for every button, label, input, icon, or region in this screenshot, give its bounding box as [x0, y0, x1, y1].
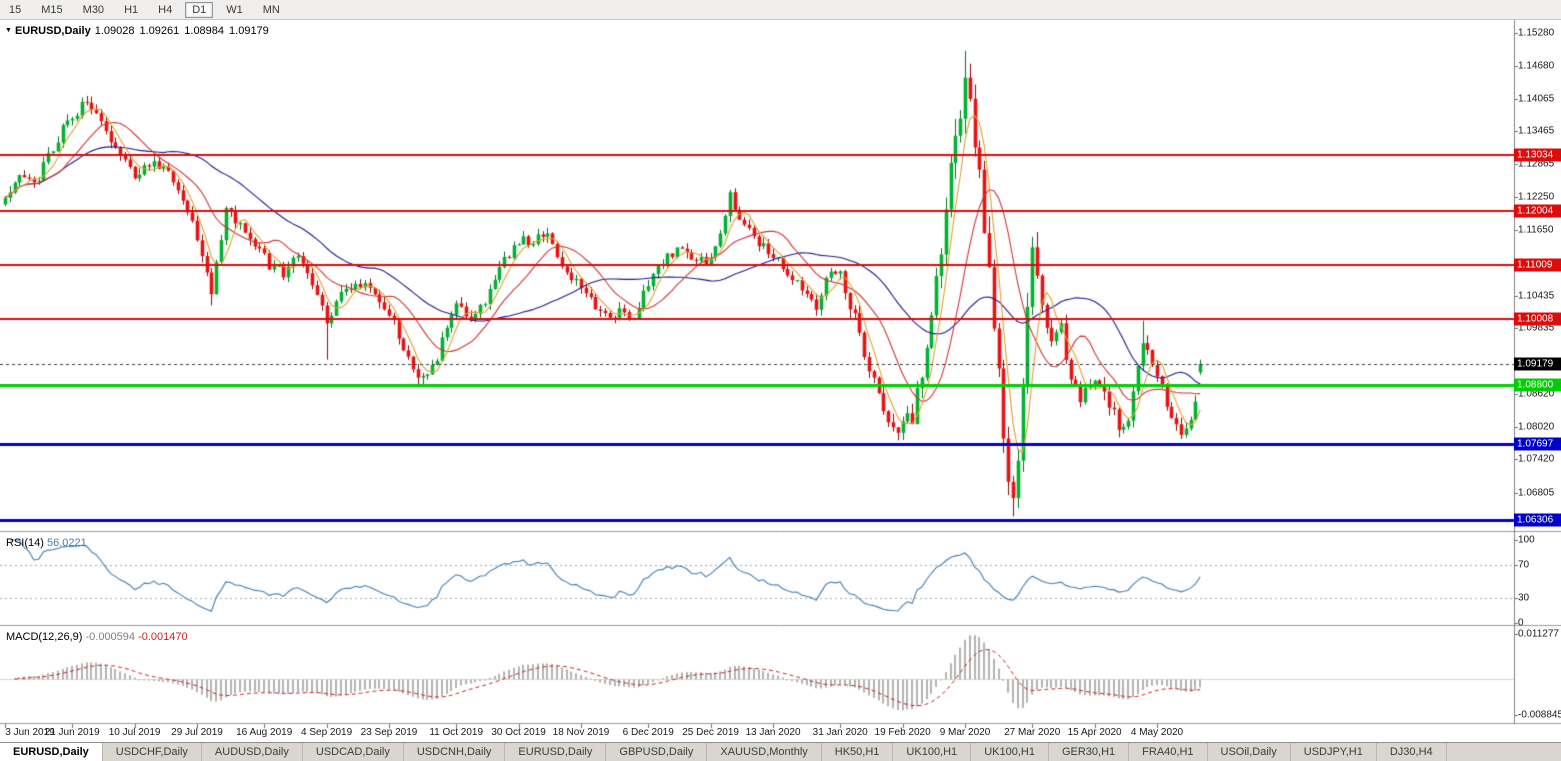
- ohlc-high: 1.09261: [139, 25, 180, 37]
- date-axis-label: 13 Jan 2020: [745, 727, 801, 738]
- date-axis-label: 30 Oct 2019: [491, 727, 546, 738]
- chart-menu-icon[interactable]: ▼: [5, 27, 12, 34]
- price-axis-label: 1.08620: [1518, 388, 1555, 400]
- price-axis-label: 1.12250: [1518, 191, 1555, 203]
- symbol-tab[interactable]: USDJPY,H1: [1291, 743, 1377, 761]
- rsi-axis-label: 0: [1518, 617, 1524, 629]
- macd-axis-label: 0.011277: [1518, 628, 1559, 640]
- date-axis-label: 29 Jul 2019: [171, 727, 223, 738]
- date-axis-label: 27 Mar 2020: [1004, 727, 1061, 738]
- date-axis-label: 21 Jun 2019: [44, 727, 100, 738]
- date-axis-label: 19 Feb 2020: [874, 727, 931, 738]
- chart-symbol-label: EURUSD,Daily: [14, 25, 91, 37]
- price-axis[interactable]: 1.15280 1.14680 1.14065 1.13465 1.12865 1.122…: [1514, 20, 1561, 724]
- symbol-tab[interactable]: GBPUSD,Daily: [606, 743, 708, 761]
- chart-title: ▼ EURUSD,Daily 1.09028 1.09261 1.08984 1.0917…: [5, 25, 274, 37]
- symbol-tab[interactable]: UK100,H1: [971, 743, 1049, 761]
- rsi-indicator-title: RSI(14) 56.0221: [6, 537, 87, 549]
- price-level-badge: 1.06306: [1514, 513, 1561, 527]
- macd-axis-label: -0.008845: [1518, 709, 1561, 721]
- date-axis-label: 18 Nov 2019: [552, 727, 610, 738]
- price-axis-label: 1.14065: [1518, 93, 1555, 105]
- price-level-badge: 1.10008: [1514, 312, 1561, 326]
- date-axis-label: 6 Dec 2019: [622, 727, 674, 738]
- date-axis-label: 3 Jun 2019: [5, 727, 55, 738]
- price-axis-label: 1.06805: [1518, 487, 1555, 499]
- symbol-tab[interactable]: USDCAD,Daily: [303, 743, 404, 761]
- current-price-badge: 1.09179: [1514, 357, 1561, 371]
- symbol-tab[interactable]: USOil,Daily: [1208, 743, 1291, 761]
- macd-main-value: -0.000594: [85, 631, 136, 643]
- price-axis-label: 1.14680: [1518, 60, 1555, 72]
- price-level-badge: 1.12004: [1514, 204, 1561, 218]
- ohlc-low: 1.08984: [184, 25, 225, 37]
- macd-indicator-title: MACD(12,26,9) -0.000594 -0.001470: [6, 631, 188, 643]
- date-axis-label: 9 Mar 2020: [939, 727, 991, 738]
- symbol-tab[interactable]: DJ30,H4: [1377, 743, 1447, 761]
- timeframe-button-m15[interactable]: M15: [41, 3, 63, 16]
- timeframe-button-m30[interactable]: M30: [82, 3, 105, 16]
- rsi-axis-label: 30: [1518, 592, 1530, 604]
- price-level-badge: 1.13034: [1514, 148, 1561, 162]
- macd-label: MACD(12,26,9): [6, 631, 83, 643]
- rsi-axis-label: 100: [1518, 534, 1535, 546]
- date-axis-label: 31 Jan 2020: [812, 727, 868, 738]
- price-axis-label: 1.07420: [1518, 453, 1555, 465]
- symbol-tab[interactable]: USDCNH,Daily: [404, 743, 506, 761]
- price-level-badge: 1.08800: [1514, 378, 1561, 392]
- price-level-badge: 1.11009: [1514, 258, 1561, 272]
- timeframe-button-h1[interactable]: H1: [124, 3, 139, 16]
- date-axis-label: 25 Dec 2019: [682, 727, 739, 738]
- date-axis-label: 4 May 2020: [1130, 727, 1184, 738]
- ohlc-close: 1.09179: [229, 25, 269, 37]
- timeframe-button-mn[interactable]: MN: [262, 3, 280, 16]
- price-axis-label: 1.13465: [1518, 125, 1555, 137]
- date-axis-label: 10 Jul 2019: [108, 727, 161, 738]
- symbol-tab[interactable]: UK100,H1: [893, 743, 972, 761]
- price-level-badge: 1.07697: [1514, 437, 1561, 451]
- date-axis-label: 15 Apr 2020: [1067, 727, 1122, 738]
- symbol-tab[interactable]: EURUSD,Daily: [0, 743, 103, 761]
- symbol-tab[interactable]: EURUSD,Daily: [505, 743, 607, 761]
- price-axis-label: 1.11650: [1518, 224, 1554, 236]
- ohlc-open: 1.09028: [94, 25, 135, 37]
- price-axis-label: 1.10435: [1518, 290, 1555, 302]
- rsi-axis-label: 70: [1518, 559, 1530, 571]
- timeframe-button-15[interactable]: 15: [9, 3, 22, 16]
- rsi-value: 56.0221: [46, 537, 87, 549]
- price-axis-label: 1.12865: [1518, 158, 1555, 170]
- symbol-tabbar: EURUSD,Daily USDCHF,Daily AUDUSD,Daily USDC…: [0, 742, 1561, 761]
- macd-signal-value: -0.001470: [138, 631, 188, 643]
- time-axis[interactable]: 3 Jun 2019 21 Jun 2019 10 Jul 2019 29 Jul 2…: [0, 724, 1561, 741]
- rsi-label: RSI(14): [6, 537, 44, 549]
- date-axis-label: 11 Oct 2019: [429, 727, 484, 738]
- symbol-tab[interactable]: FRA40,H1: [1129, 743, 1208, 761]
- timeframe-button-w1[interactable]: W1: [226, 3, 243, 16]
- symbol-tab[interactable]: HK50,H1: [822, 743, 894, 761]
- date-axis-label: 23 Sep 2019: [360, 727, 418, 738]
- symbol-tab[interactable]: XAUUSD,Monthly: [707, 743, 822, 761]
- date-axis-label: 16 Aug 2019: [236, 727, 293, 738]
- price-axis-label: 1.15280: [1518, 27, 1555, 39]
- symbol-tab[interactable]: GER30,H1: [1049, 743, 1130, 761]
- date-axis-label: 4 Sep 2019: [301, 727, 353, 738]
- timeframe-button-d1[interactable]: D1: [185, 1, 214, 18]
- price-axis-label: 1.08020: [1518, 421, 1555, 433]
- price-axis-label: 1.09835: [1518, 322, 1555, 334]
- timeframe-toolbar: 15 M15 M30 H1 H4 D1 W1 MN: [0, 0, 1561, 20]
- symbol-tab[interactable]: AUDUSD,Daily: [202, 743, 303, 761]
- timeframe-button-h4[interactable]: H4: [158, 3, 173, 16]
- symbol-tab[interactable]: USDCHF,Daily: [103, 743, 202, 761]
